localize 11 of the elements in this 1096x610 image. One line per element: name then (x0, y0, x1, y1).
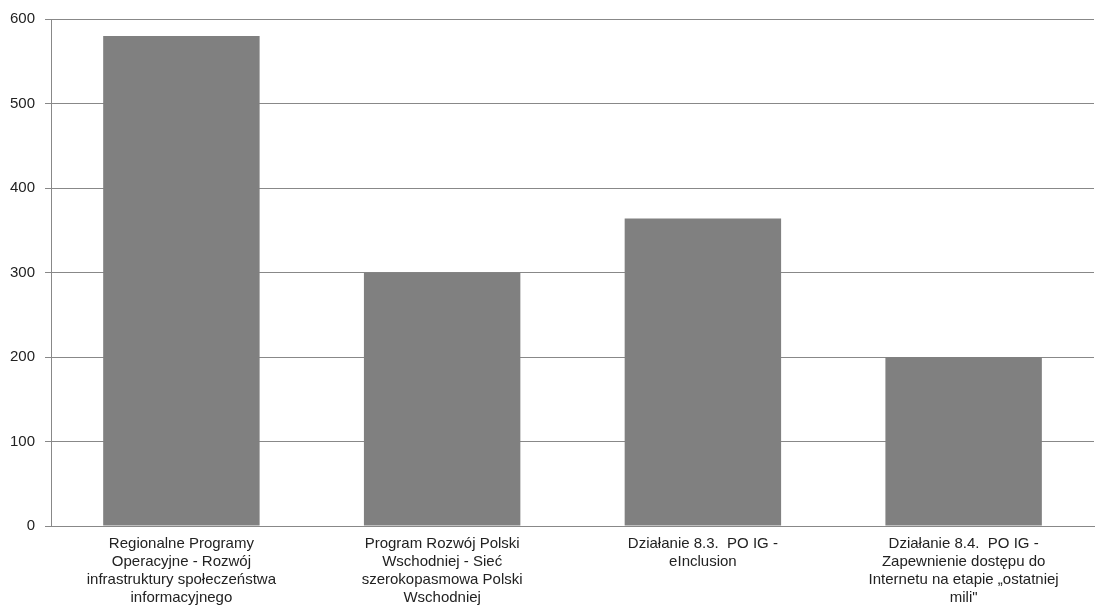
x-tick-label: Regionalne Programy Operacyjne - Rozwój infrastruktury społeczeństwa informacyjnego (86, 534, 277, 606)
y-tick-label: 300 (10, 262, 36, 280)
y-tick-label: 100 (10, 431, 36, 449)
y-tick-label: 0 (26, 516, 36, 534)
y-tick-label: 200 (10, 347, 36, 365)
y-tick-label: 600 (10, 9, 36, 27)
x-tick-label: Działanie 8.3. PO IG - eInclusion (627, 534, 778, 570)
y-tick-label: 400 (10, 178, 36, 196)
y-tick-label: 500 (10, 93, 36, 111)
x-tick-label: Program Rozwój Polski Wschodniej - Sieć szerokopasmowa Polski Wschodniej (361, 534, 523, 606)
x-tick-label: Działanie 8.4. PO IG - Zapewnienie dostępu do Internetu na etapie „ostatniej mili" (868, 534, 1059, 606)
